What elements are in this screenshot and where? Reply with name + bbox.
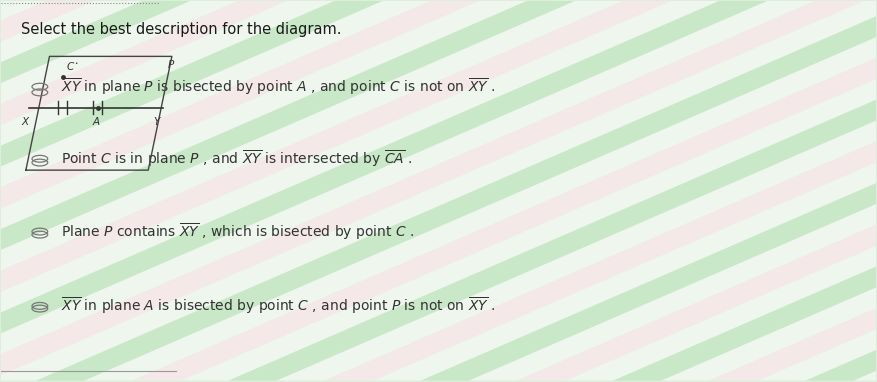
Polygon shape — [84, 0, 877, 380]
Polygon shape — [709, 0, 877, 380]
Text: •: • — [74, 61, 77, 66]
Polygon shape — [0, 0, 194, 380]
Text: C: C — [67, 62, 75, 71]
Polygon shape — [0, 0, 482, 380]
Text: Plane $P$ contains $\overline{XY}$ , which is bisected by point $C$ .: Plane $P$ contains $\overline{XY}$ , whi… — [61, 221, 414, 242]
Polygon shape — [566, 0, 877, 380]
Polygon shape — [0, 0, 290, 380]
Text: A: A — [92, 117, 99, 127]
Text: P: P — [168, 60, 174, 70]
Polygon shape — [0, 0, 242, 380]
Polygon shape — [517, 0, 877, 380]
Polygon shape — [373, 0, 877, 380]
Polygon shape — [0, 0, 386, 380]
Polygon shape — [324, 0, 877, 380]
Polygon shape — [0, 0, 338, 380]
Polygon shape — [0, 0, 626, 380]
Polygon shape — [613, 0, 877, 380]
Polygon shape — [0, 0, 819, 380]
Polygon shape — [0, 0, 97, 380]
Polygon shape — [0, 0, 578, 380]
Polygon shape — [36, 0, 877, 380]
Text: $\overline{XY}$ in plane $A$ is bisected by point $C$ , and point $P$ is not on : $\overline{XY}$ in plane $A$ is bisected… — [61, 296, 496, 316]
Text: Select the best description for the diagram.: Select the best description for the diag… — [21, 22, 341, 37]
Polygon shape — [0, 0, 49, 380]
Text: Point $C$ is in plane $P$ , and $\overline{XY}$ is intersected by $\overline{CA}: Point $C$ is in plane $P$ , and $\overli… — [61, 149, 412, 169]
Polygon shape — [0, 0, 531, 380]
Polygon shape — [469, 0, 877, 380]
Polygon shape — [181, 0, 877, 380]
Polygon shape — [853, 0, 877, 380]
Polygon shape — [0, 0, 146, 380]
Polygon shape — [0, 0, 434, 380]
Polygon shape — [421, 0, 877, 380]
Polygon shape — [661, 0, 877, 380]
Polygon shape — [0, 0, 674, 380]
Polygon shape — [0, 0, 723, 380]
Text: X: X — [21, 117, 29, 127]
Polygon shape — [758, 0, 877, 380]
Polygon shape — [277, 0, 877, 380]
Text: Y: Y — [153, 117, 160, 127]
Polygon shape — [229, 0, 877, 380]
Polygon shape — [806, 0, 877, 380]
Text: $\overline{XY}$ in plane $P$ is bisected by point $A$ , and point $C$ is not on : $\overline{XY}$ in plane $P$ is bisected… — [61, 76, 496, 97]
Polygon shape — [0, 0, 771, 380]
Polygon shape — [132, 0, 877, 380]
